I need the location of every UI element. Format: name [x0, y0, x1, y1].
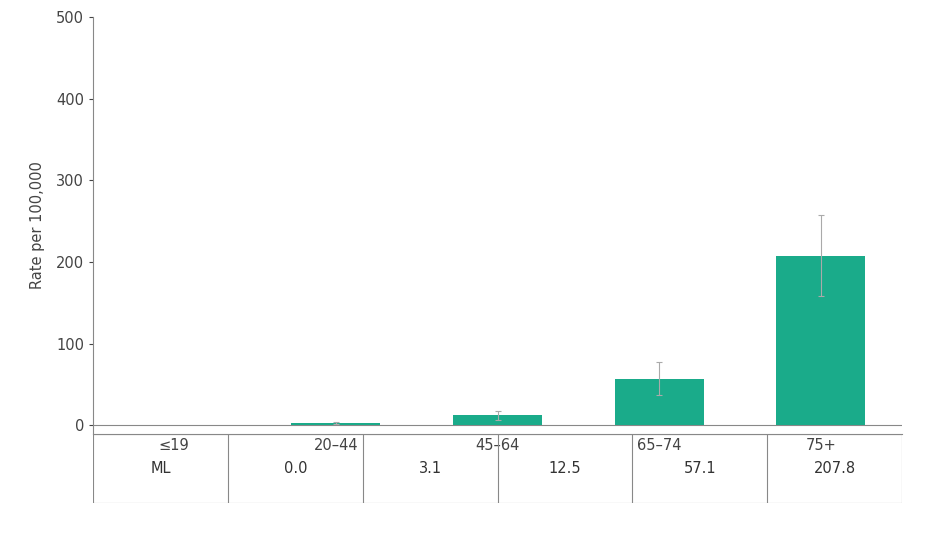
Text: 12.5: 12.5 [549, 461, 581, 476]
Text: 0.0: 0.0 [284, 461, 307, 476]
Bar [615, 379, 704, 425]
Bar [777, 255, 865, 425]
Bar [453, 415, 542, 425]
Bar [291, 423, 380, 425]
Text: 207.8: 207.8 [814, 461, 856, 476]
Text: 57.1: 57.1 [684, 461, 716, 476]
Text: ML: ML [150, 461, 171, 476]
Y-axis label: Rate per 100,000: Rate per 100,000 [30, 161, 45, 289]
Text: 3.1: 3.1 [418, 461, 442, 476]
